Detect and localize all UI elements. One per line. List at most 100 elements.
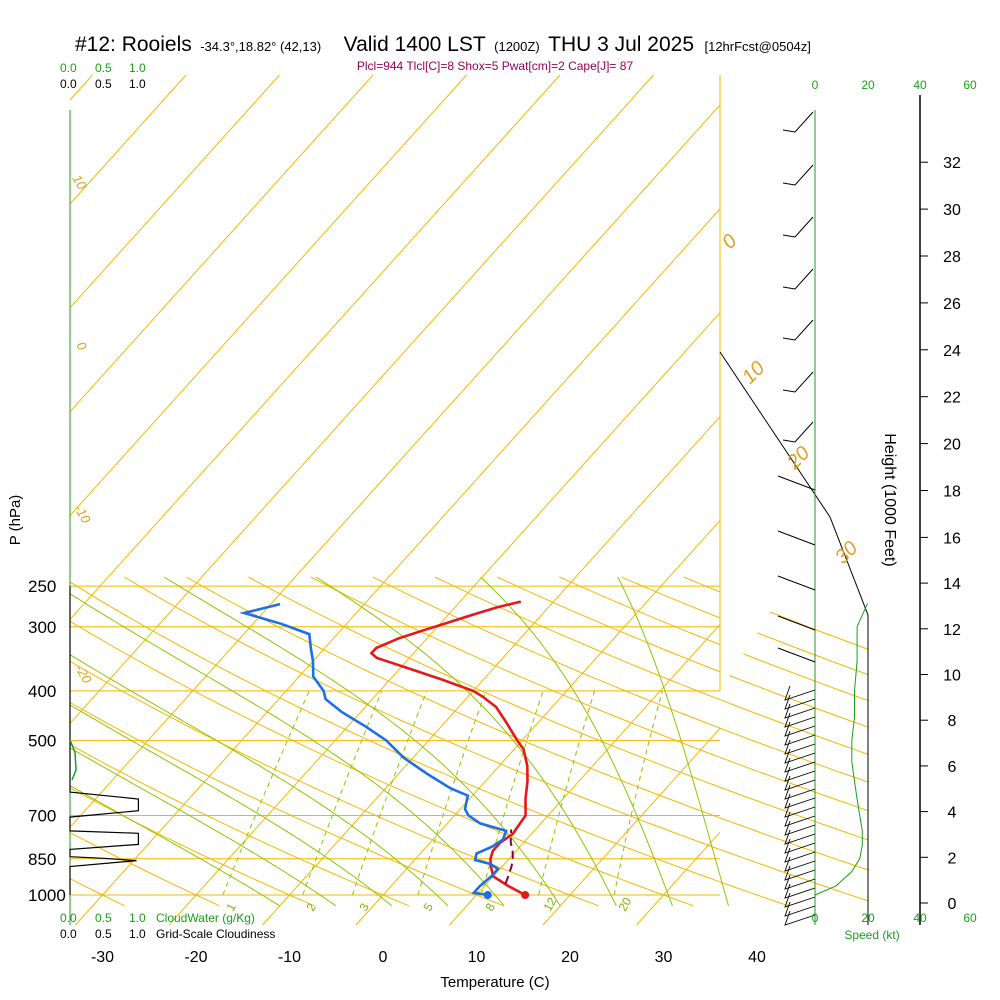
wind-barb-low-1 [784, 694, 816, 710]
dry-adiabat-50 [123, 576, 868, 907]
moist-adiabat-6 [315, 576, 617, 907]
mixing-ratio-2 [302, 690, 383, 896]
tropopause-boundary [719, 351, 869, 925]
height-tick-32: 32 [943, 155, 961, 172]
dry-adiabat-60 [186, 576, 868, 907]
height-tick-12: 12 [943, 622, 961, 639]
y2-axis-label: Height (1000 Feet) [881, 433, 898, 566]
wind-speed-line [814, 603, 869, 896]
wind-barb-low-22 [784, 883, 816, 899]
height-tick-16: 16 [943, 530, 961, 547]
pressure-tick-1000: 1000 [28, 886, 66, 905]
wind-barb-low-0 [784, 685, 816, 701]
temp-tick-0: 0 [379, 949, 388, 966]
moist-adiabat-3 [70, 576, 449, 907]
wind-barb-2 [782, 216, 814, 238]
temperature-tick-labels: -30 -20 -10 0 10 20 30 40 [91, 949, 766, 966]
isotherm--70 [69, 74, 467, 516]
mixing-ratio-label-2: 2 [303, 900, 319, 913]
pressure-tick-850: 850 [28, 850, 56, 869]
dry-adiabat-70 [248, 576, 868, 907]
height-tick-24: 24 [943, 343, 961, 360]
dry-adiabat-90 [372, 576, 868, 907]
cloud-water-label: CloudWater (g/Kg) [156, 911, 255, 925]
dry-adiabat--10 [70, 576, 315, 907]
stability-stats: Plcl=944 Tlcl[C]=8 Shox=5 Pwat[cm]=2 Cap… [357, 59, 634, 73]
temp-tick--10: -10 [278, 949, 301, 966]
moist-adiabat-5 [163, 576, 561, 907]
mixing-ratio-3 [351, 690, 428, 896]
height-tick-10: 10 [943, 668, 961, 685]
mixing-ratio-20 [613, 690, 663, 896]
wind-barb-low-20 [784, 865, 816, 881]
wind-barb-mid-0 [777, 475, 816, 491]
wind-barb-low-23 [784, 892, 816, 908]
isotherm--40 [69, 104, 721, 828]
isotherm--110 [69, 74, 93, 101]
dry-adiabat-30 [70, 576, 694, 907]
top-cl-1: 0.5 [95, 77, 112, 91]
bot-cw-1: 0.5 [95, 911, 112, 925]
moist-adiabat-lines [70, 576, 729, 907]
dry-adiabat-120 [559, 576, 868, 907]
pressure-tick-labels: 250 300 400 500 700 850 1000 [28, 577, 66, 905]
height-tick-2: 2 [948, 850, 957, 867]
dry-adiabat-label-6: 20 [782, 442, 814, 474]
dry-adiabat-0 [70, 576, 410, 907]
wind-barb-low-2 [784, 703, 816, 719]
wind-barb-low-19 [784, 856, 816, 872]
wind-barb-4 [782, 319, 814, 341]
dry-adiabat-40 [70, 576, 789, 907]
wind-barb-3 [782, 268, 814, 290]
wind-barb-mid-1 [777, 530, 816, 546]
mixing-ratio-12 [538, 690, 596, 896]
top-cloudiness-scale: 0.0 0.5 1.0 [60, 77, 146, 91]
speed-top-40: 40 [913, 78, 927, 92]
pressure-tick-300: 300 [28, 618, 56, 637]
dry-adiabat-100 [434, 576, 868, 907]
mixing-ratio-label-12: 12 [540, 895, 559, 914]
wind-barb-mid-4 [777, 647, 816, 663]
mixing-ratio-8 [480, 690, 544, 896]
isotherm--90 [69, 74, 280, 309]
isotherm--20 [168, 312, 721, 926]
height-tick-0: 0 [948, 896, 957, 913]
moist-adiabat-1 [70, 576, 337, 907]
wind-barb-low-13 [784, 802, 816, 818]
wind-barb-low-6 [784, 739, 816, 755]
wind-barb-low-18 [784, 847, 816, 863]
pressure-tick-700: 700 [28, 807, 56, 826]
mixing-ratio-1 [222, 690, 310, 896]
wind-barb-mid-2 [777, 575, 816, 591]
wind-barb-low-10 [784, 775, 816, 791]
wind-barb-low-9 [784, 766, 816, 782]
speed-top-20: 20 [861, 78, 875, 92]
wind-barb-low-12 [784, 793, 816, 809]
temp-tick-10: 10 [468, 949, 486, 966]
y-axis-label: P (hPa) [7, 495, 24, 546]
cloudiness-profile [69, 586, 139, 895]
wind-barb-mid-3 [777, 615, 816, 631]
mixing-ratio-lines [222, 690, 663, 896]
x-axis-label: Temperature (C) [440, 974, 549, 991]
top-cw-2: 1.0 [129, 61, 146, 75]
dry-adiabat-label-2: -10 [71, 502, 94, 526]
speed-axis-bottom-labels: 0 20 40 60 Speed (kt) [812, 911, 977, 942]
bot-cl-0: 0.0 [60, 927, 77, 941]
pressure-tick-500: 500 [28, 732, 56, 751]
wind-barb-low-14 [784, 811, 816, 827]
isotherm--80 [69, 74, 374, 413]
wind-barb-low-25 [784, 910, 816, 926]
isotherm-0 [355, 520, 721, 926]
bot-cw-2: 1.0 [129, 911, 146, 925]
bottom-cloudiness-scale: 0.0 0.5 1.0 Grid-Scale Cloudiness [60, 927, 275, 941]
isotherm--100 [69, 74, 187, 205]
temp-tick--30: -30 [91, 949, 114, 966]
isobar-lines [70, 75, 721, 896]
isotherm-20 [542, 727, 721, 926]
temp-tick--20: -20 [184, 949, 207, 966]
isotherm-lines [69, 74, 721, 926]
wind-speed-profile [814, 603, 869, 896]
